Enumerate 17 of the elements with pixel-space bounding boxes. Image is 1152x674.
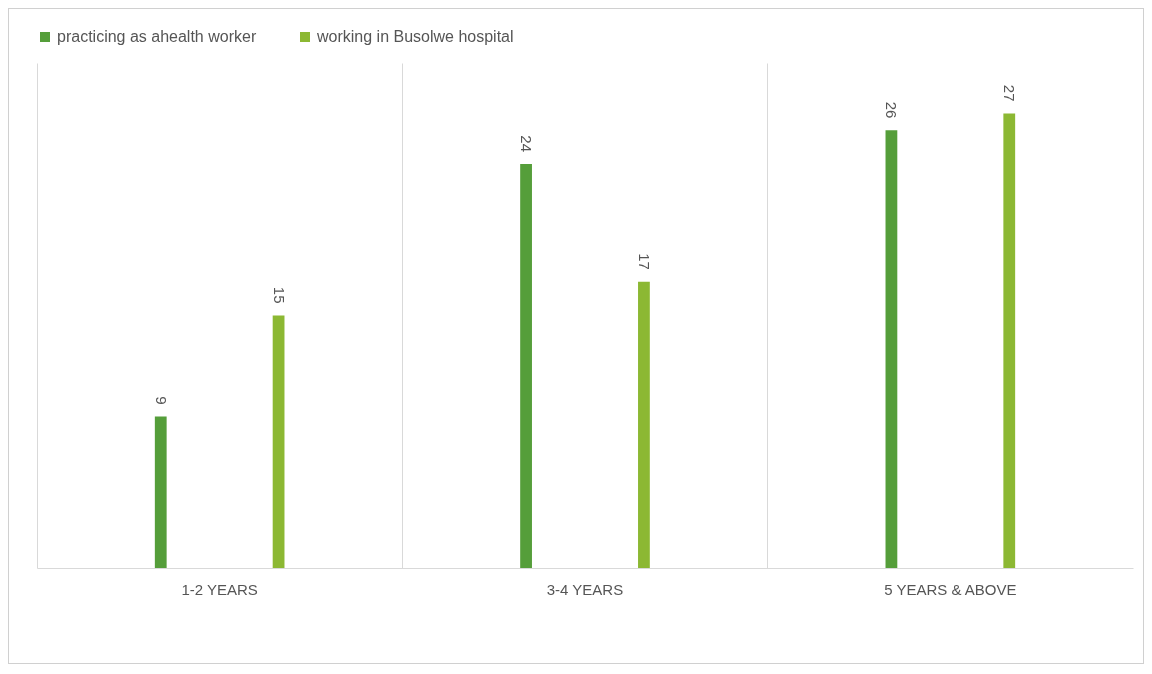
- data-label: 15: [270, 286, 288, 304]
- x-tick-label: 1-2 YEARS: [181, 580, 258, 598]
- data-label: 27: [1001, 84, 1019, 102]
- bar: [520, 164, 532, 568]
- bar: [885, 130, 898, 568]
- data-label: 17: [635, 253, 653, 270]
- bar: [272, 315, 285, 568]
- bar: [154, 416, 167, 568]
- bar: [638, 281, 650, 568]
- legend-label: practicing as ahealth worker: [57, 28, 257, 45]
- data-label: 9: [152, 396, 170, 405]
- data-label: 24: [518, 135, 536, 152]
- legend-label: working in Busolwe hospital: [316, 28, 514, 45]
- x-tick-label: 3-4 YEARS: [546, 580, 624, 598]
- bar: [1003, 113, 1016, 568]
- data-label: 26: [883, 101, 901, 119]
- x-tick-label: 5 YEARS & ABOVE: [884, 580, 1017, 598]
